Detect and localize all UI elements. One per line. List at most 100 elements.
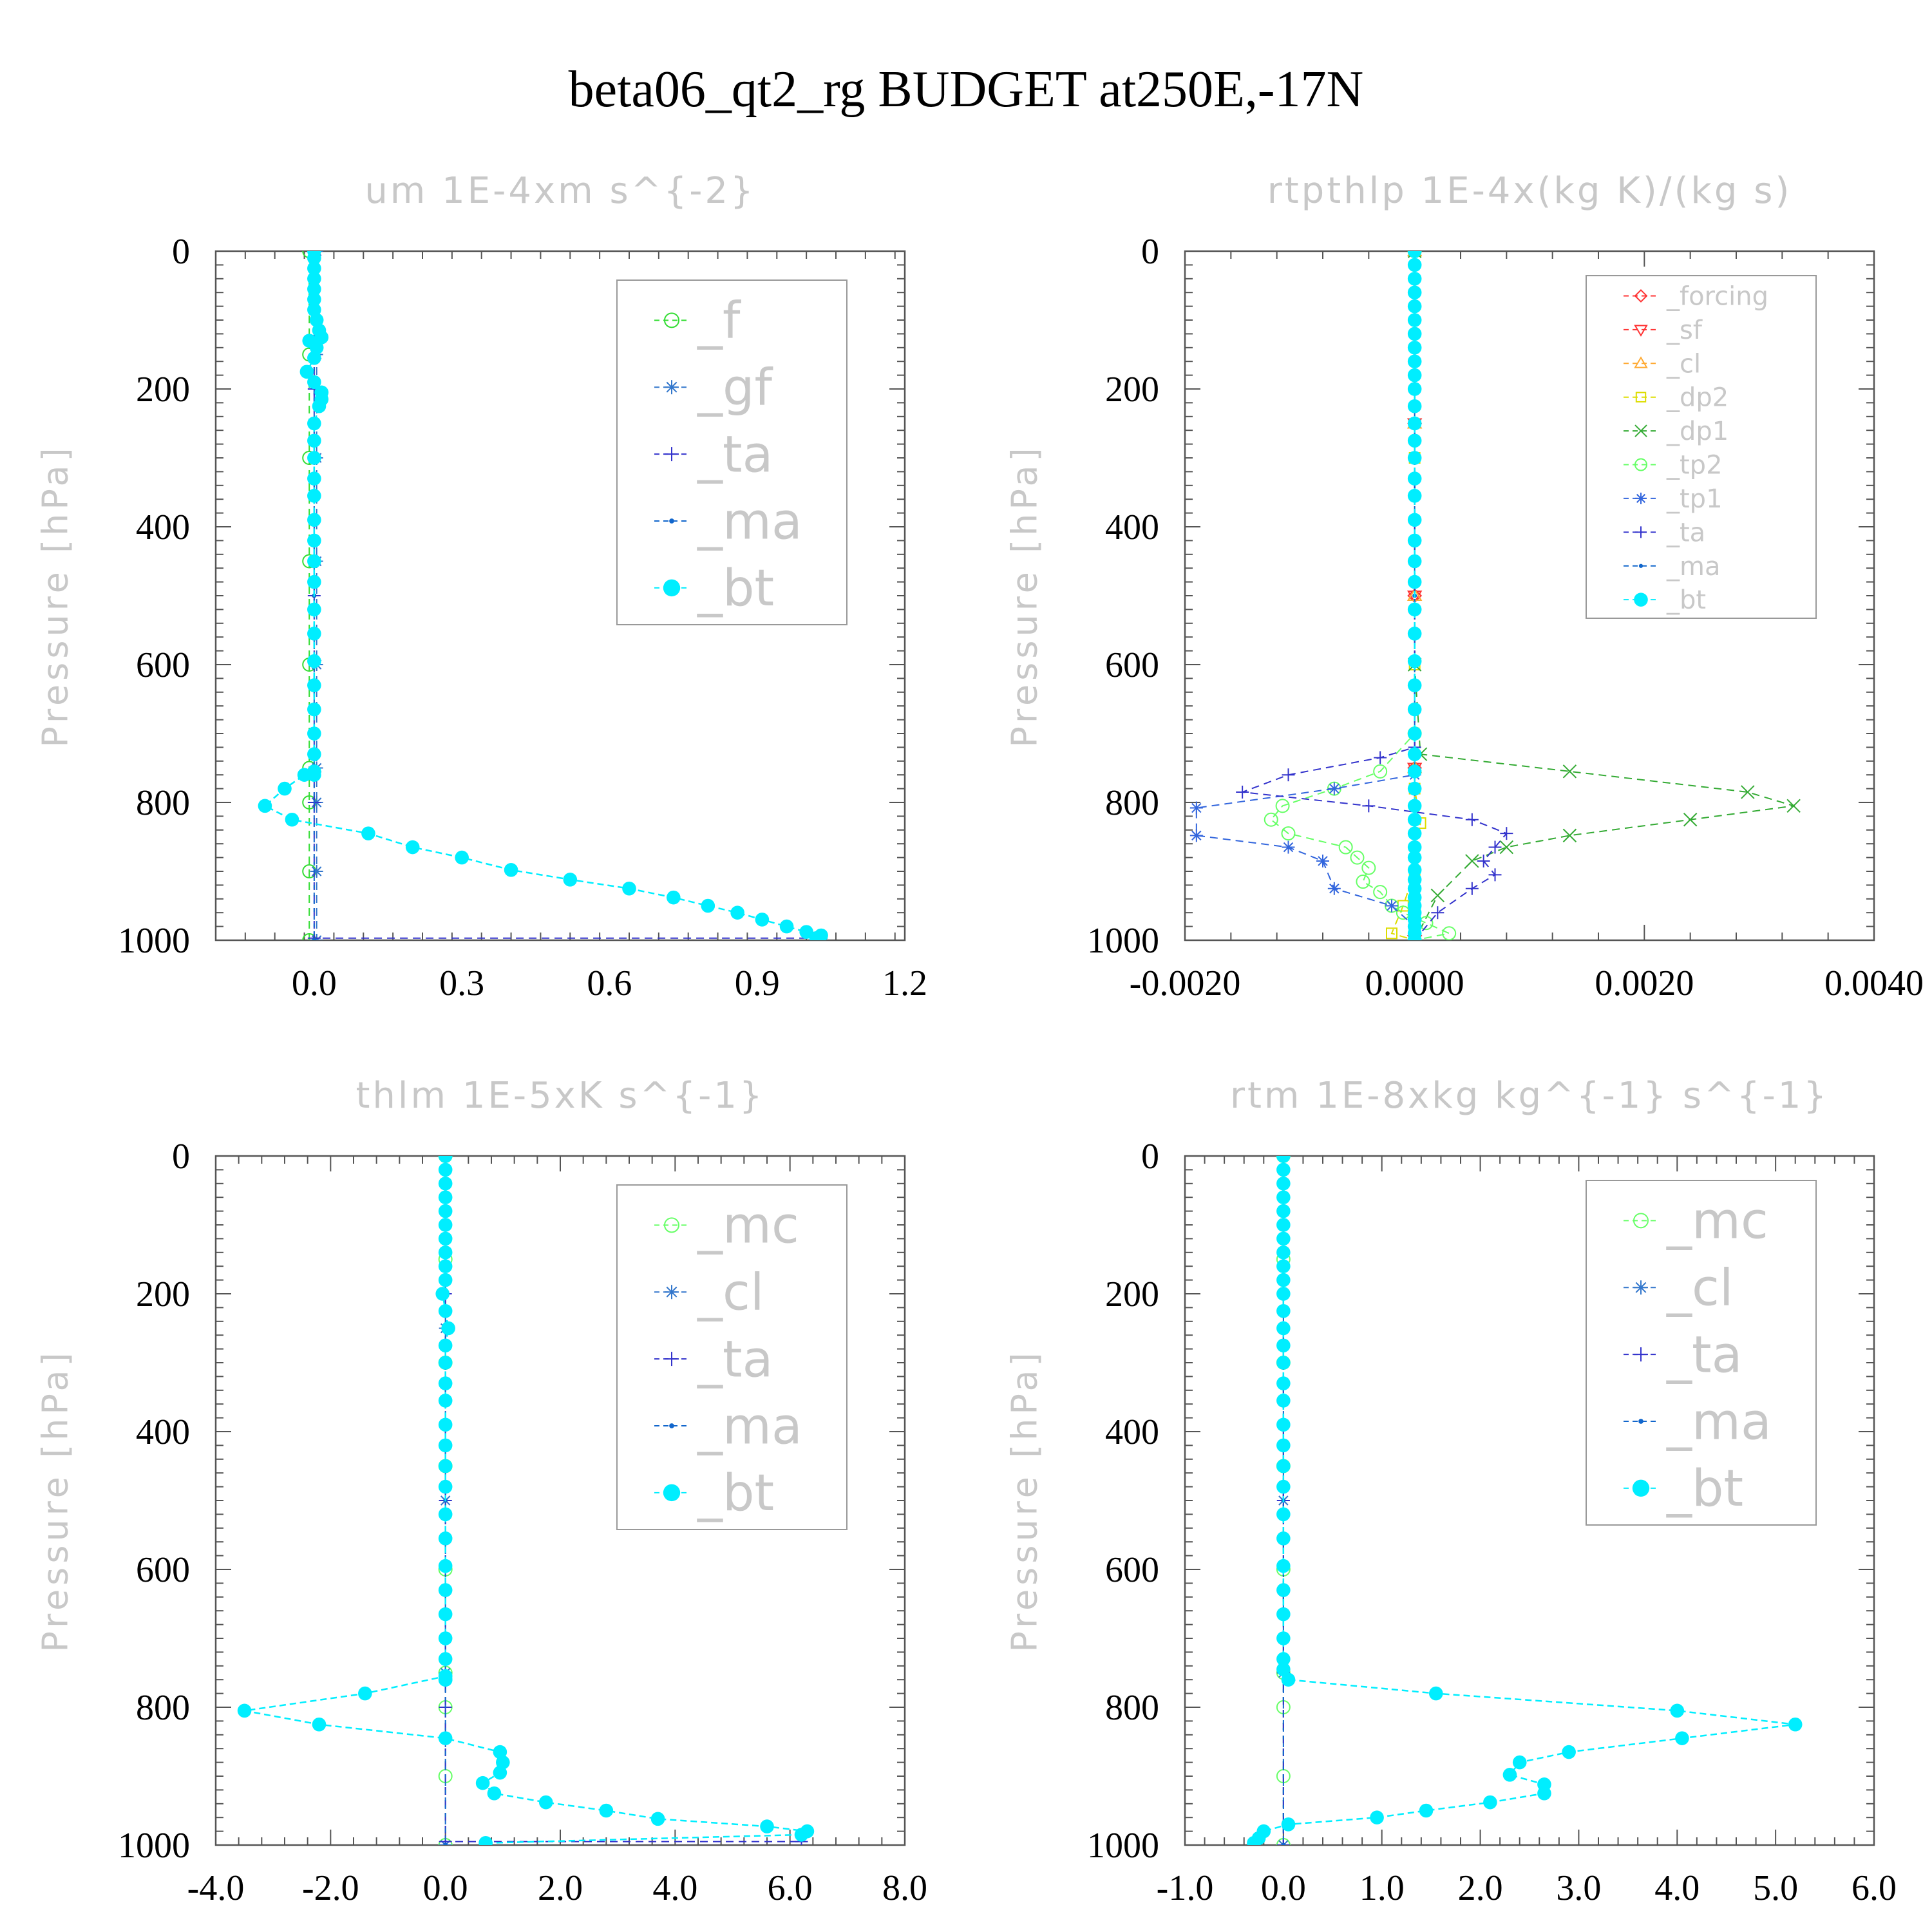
legend-label: _dp1 [1666,417,1728,446]
data-point [538,1795,553,1810]
legend-marker [1638,564,1643,568]
data-point [1407,826,1422,840]
y-tick-label: 400 [136,1412,190,1452]
data-point [438,1245,453,1260]
data-point [1407,451,1422,465]
data-point [438,1204,453,1218]
x-tick-label: -4.0 [187,1868,245,1908]
data-point [1276,1438,1291,1453]
panel-title: um 1E-4xm s^{-2} [365,170,755,212]
data-point [307,602,321,617]
data-point [504,863,518,877]
data-point [1281,1817,1296,1832]
legend-marker [1634,325,1648,337]
data-point [1276,1479,1291,1494]
legend-marker [1634,592,1648,607]
legend-label: _bt [1666,585,1706,615]
data-point [307,282,321,296]
data-point [1276,1356,1291,1370]
data-point [1407,327,1422,341]
data-point [307,451,321,465]
data-point [1276,1338,1291,1353]
data-point [312,938,317,940]
legend-label: _bt [1666,1460,1743,1518]
data-point [307,375,321,390]
data-point [307,292,321,307]
data-point [1370,1810,1384,1824]
x-tick-label: 3.0 [1556,1868,1601,1908]
data-point [307,726,321,741]
data-point [1282,840,1295,854]
data-point [307,554,321,569]
data-point [302,933,317,940]
y-tick-label: 400 [136,507,190,547]
legend-marker [1638,1419,1643,1424]
legend-marker [665,447,679,462]
chart-panel-3: thlm 1E-5xK s^{-1} Pressure [hPa] 0 200 400 6… [35,1075,927,1908]
x-tick-label: 6.0 [1852,1868,1897,1908]
series-line [1195,251,1416,940]
data-point [1276,1204,1291,1218]
x-tick-label: 1.2 [882,963,927,1003]
x-tick-label: 0.0 [423,1868,468,1908]
data-point [307,489,321,503]
legend-entry: _bt [654,1464,774,1522]
data-point [307,627,321,641]
legend: _forcing _sf _cl _dp2 _dp1 _tp2 _tp1 _ta _ma_bt [1586,275,1817,619]
legend-marker [663,579,681,597]
data-point [1276,1652,1291,1666]
data-point [299,365,314,379]
data-point [760,1819,774,1833]
legend-entry: _ta [1624,518,1705,547]
data-point [438,1218,453,1232]
data-point [1276,1376,1291,1390]
data-point [666,890,681,905]
legend-entry: _mc [1624,1193,1768,1251]
data-point [438,1259,453,1273]
data-point [438,1558,453,1573]
data-point [1373,764,1388,779]
data-point [1316,854,1329,867]
y-axis-label: Pressure [hPa] [35,1349,76,1652]
data-point [563,873,578,887]
legend: _f _gf _ta _ma _bt [616,279,848,625]
data-point [1465,854,1479,868]
data-point [1407,354,1422,368]
legend-box [1586,275,1817,619]
legend-entry: _ma [1624,552,1720,582]
data-point [438,1531,453,1546]
data-point [1407,678,1422,692]
data-point [1189,801,1203,815]
x-tick-label: -1.0 [1157,1868,1214,1908]
legend-marker [1635,526,1647,538]
legend-label: _bt [697,1464,774,1522]
legend-marker [1634,1347,1648,1362]
x-tick-label: 6.0 [768,1868,813,1908]
legend-entry: _ta [654,1331,773,1388]
legend-entry: _cl [654,1264,764,1322]
legend-entry: _mc [654,1197,799,1255]
chart-panel-1: um 1E-4xm s^{-2} Pressure [hPa] 0 200 400 600… [35,170,927,1003]
data-point [1562,828,1577,843]
data-point [312,1717,327,1732]
x-tick-label: -2.0 [302,1868,359,1908]
data-point [438,1356,453,1370]
data-point [438,1652,453,1666]
legend-label: _f [697,292,741,350]
data-point [1562,764,1577,779]
legend-marker [1634,356,1648,368]
data-point [361,826,375,840]
x-tick-label: 2.0 [538,1868,583,1908]
x-tick-label: 0.6 [587,963,632,1003]
y-tick-label: 200 [136,1274,190,1314]
legend-marker [1635,492,1647,504]
data-point [701,898,715,913]
legend-marker [664,1217,679,1233]
data-point [1407,299,1422,314]
data-point [1786,799,1801,813]
data-point [1407,258,1422,272]
data-point [1362,799,1376,813]
data-point [307,272,321,286]
y-tick-label: 1000 [1087,1826,1159,1866]
legend-label: _tp1 [1666,484,1723,514]
